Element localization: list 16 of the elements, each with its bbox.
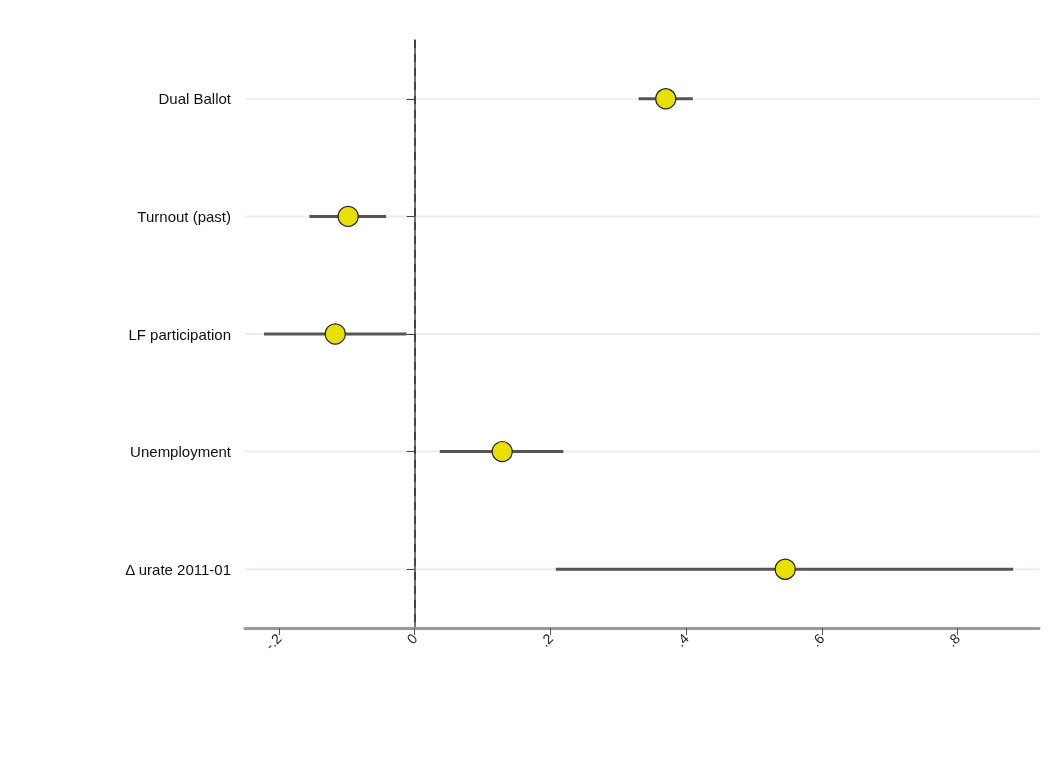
point [491,441,513,463]
y-tick-label: Turnout (past) [137,207,231,225]
point [655,88,677,110]
x-tick-label: -.2 [261,630,285,654]
y-tick-label: Δ urate 2011-01 [125,560,231,578]
y-tick-label: Unemployment [130,443,232,461]
x-tick-label: .6 [807,630,828,650]
y-tick-label: LF participation [128,325,231,343]
x-tick-label: .4 [672,630,692,650]
point [774,558,796,580]
point [324,323,346,345]
x-tick-label: 0 [403,630,421,648]
point [337,205,359,227]
x-tick-label: .2 [536,630,557,650]
x-tick-label: .8 [943,630,964,650]
y-tick-label: Dual Ballot [158,90,232,108]
